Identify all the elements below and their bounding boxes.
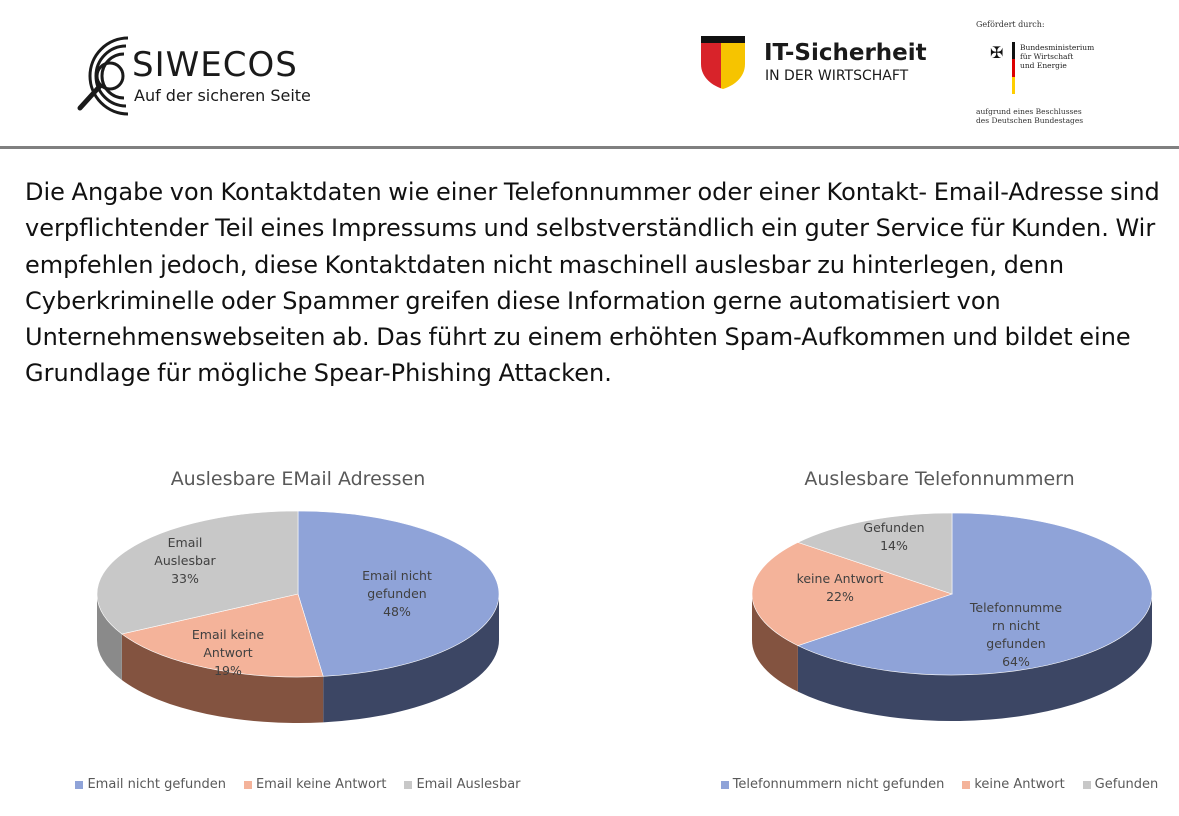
bmwi-funding-logo: Gefördert durch: ✠ Bundesministerium für… xyxy=(972,16,1097,128)
chart-legend: Email nicht gefunden Email keine Antwort E… xyxy=(0,777,596,792)
pie-slice xyxy=(297,510,500,677)
legend-swatch xyxy=(75,780,84,789)
header: SIWECOS Auf der sicheren Seite IT-Sicher… xyxy=(0,0,1179,146)
pie-slice xyxy=(797,512,953,595)
pie-data-label: Email nicht gefunden 48% xyxy=(362,568,432,619)
legend-item: keine Antwort xyxy=(962,777,1065,792)
email-pie-svg: Email nicht gefunden 48% Email keine Antwort… xyxy=(96,510,500,723)
siwecos-tagline: Auf der sicheren Seite xyxy=(134,86,311,105)
pie-slice xyxy=(751,542,953,646)
legend-label: keine Antwort xyxy=(974,777,1065,792)
pie-data-label: Email keine Antwort 19% xyxy=(192,627,265,678)
legend-swatch xyxy=(404,780,413,789)
legend-swatch xyxy=(1082,780,1091,789)
magnifier-rings-icon xyxy=(77,36,129,116)
it-sicherheit-subtitle: IN DER WIRTSCHAFT xyxy=(765,68,909,84)
pie-slice xyxy=(797,512,1153,676)
pie-slice xyxy=(96,510,299,635)
legend-swatch xyxy=(962,780,971,789)
legend-item: Telefonnummern nicht gefunden xyxy=(720,777,945,792)
pie-slice-side xyxy=(121,633,324,723)
header-divider xyxy=(0,146,1179,149)
legend-swatch xyxy=(720,780,729,789)
intro-paragraph: Die Angabe von Kontaktdaten wie einer Te… xyxy=(25,178,1160,388)
legend-swatch xyxy=(243,780,252,789)
chart-title: Auslesbare Telefonnummern xyxy=(804,468,1075,490)
pie-slice xyxy=(121,593,324,678)
pie-data-label: keine Antwort 22% xyxy=(797,571,884,604)
it-security-shield-icon xyxy=(701,36,745,89)
it-sicherheit-title: IT-Sicherheit xyxy=(764,40,927,66)
legend-label: Email Auslesbar xyxy=(416,777,521,792)
pie-slice-side xyxy=(323,594,499,723)
pie-data-label: Email Auslesbar 33% xyxy=(154,535,216,586)
legend-label: Email nicht gefunden xyxy=(87,777,226,792)
legend-label: Telefonnummern nicht gefunden xyxy=(732,777,945,792)
german-flag-stripe xyxy=(1012,42,1015,94)
legend-item: Email Auslesbar xyxy=(404,777,521,792)
email-pie-chart: Auslesbare EMail Adressen Email nicht gef… xyxy=(0,460,596,810)
legend-label: Gefunden xyxy=(1094,777,1159,792)
siwecos-logo[interactable] xyxy=(66,32,336,122)
pie-slice-side xyxy=(797,594,1152,721)
pie-slice-side xyxy=(752,594,798,692)
siwecos-name: SIWECOS xyxy=(132,45,298,85)
ministry-name: Bundesministerium für Wirtschaft und Ene… xyxy=(1020,43,1095,70)
funded-by-label: Gefördert durch: xyxy=(976,20,1045,29)
pie-data-label: Telefonnumme rn nicht gefunden 64% xyxy=(969,600,1063,669)
federal-eagle-icon: ✠ xyxy=(990,45,1004,62)
legend-item: Email nicht gefunden xyxy=(75,777,226,792)
pie-slice-side xyxy=(97,594,122,680)
phone-pie-svg: Telefonnumme rn nicht gefunden 64% keine Ant… xyxy=(751,512,1153,721)
bundestag-decision: aufgrund eines Beschlusses des Deutschen… xyxy=(976,107,1084,125)
phone-pie-chart: Auslesbare Telefonnummern Telefonnumme rn… xyxy=(700,460,1179,810)
chart-legend: Telefonnummern nicht gefunden keine Antwo… xyxy=(700,777,1179,792)
legend-item: Gefunden xyxy=(1082,777,1159,792)
legend-label: Email keine Antwort xyxy=(255,777,387,792)
chart-title: Auslesbare EMail Adressen xyxy=(170,468,426,490)
legend-item: Email keine Antwort xyxy=(243,777,387,792)
pie-data-label: Gefunden 14% xyxy=(863,520,924,553)
